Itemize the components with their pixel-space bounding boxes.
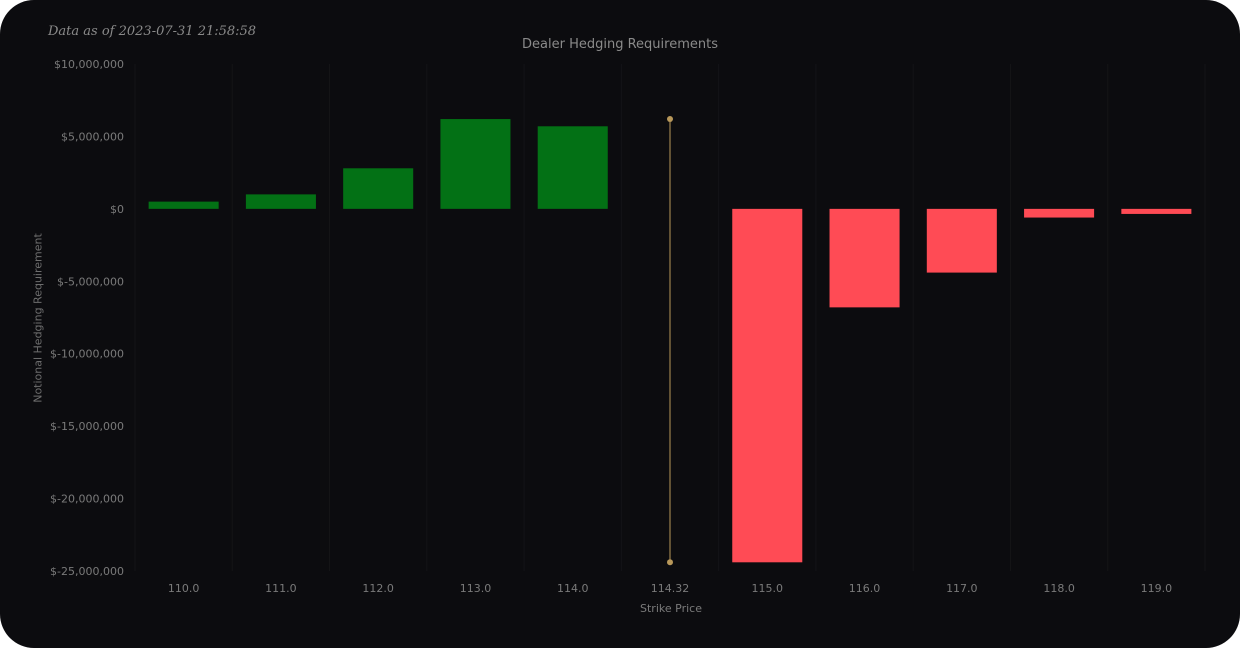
bar-115.0	[732, 208, 803, 563]
x-tick-label: 117.0	[946, 582, 978, 595]
x-axis-label: Strike Price	[640, 602, 702, 615]
y-tick-label: $-20,000,000	[50, 493, 124, 506]
bar-114.0	[537, 126, 608, 209]
spot-marker-bottom	[667, 559, 673, 566]
x-tick-label: 110.0	[168, 582, 200, 595]
x-tick-label: 113.0	[460, 582, 492, 595]
y-tick-label: $-10,000,000	[50, 348, 124, 361]
x-tick-label: 119.0	[1141, 582, 1173, 595]
x-tick-label: 116.0	[849, 582, 881, 595]
bar-119.0	[1121, 208, 1192, 214]
bar-116.0	[829, 208, 900, 308]
y-tick-label: $-5,000,000	[57, 275, 124, 288]
y-tick-label: $-25,000,000	[50, 565, 124, 578]
x-tick-label: 112.0	[362, 582, 394, 595]
x-tick-label: 114.0	[557, 582, 589, 595]
y-tick-label: $0	[110, 203, 124, 216]
y-tick-label: $5,000,000	[61, 130, 124, 143]
x-tick-label: 118.0	[1043, 582, 1075, 595]
bar-113.0	[440, 119, 511, 209]
x-tick-label: 115.0	[752, 582, 784, 595]
spot-marker-top	[667, 116, 673, 123]
chart-title: Dealer Hedging Requirements	[522, 37, 718, 52]
data-timestamp: Data as of 2023-07-31 21:58:58	[48, 24, 257, 39]
bar-110.0	[148, 201, 219, 209]
bar-112.0	[343, 168, 414, 209]
x-tick-label: 114.32	[651, 582, 690, 595]
bar-111.0	[245, 194, 316, 209]
y-tick-label: $10,000,000	[54, 58, 124, 71]
bar-118.0	[1024, 208, 1095, 218]
y-tick-label: $-15,000,000	[50, 420, 124, 433]
bar-117.0	[926, 208, 997, 273]
x-tick-label: 111.0	[265, 582, 297, 595]
